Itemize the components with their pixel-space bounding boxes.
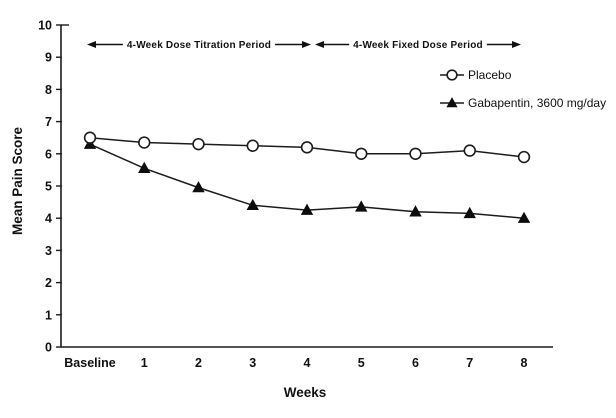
x-axis-labels: Baseline 1 2 3 4 5 6 7 8 (64, 356, 527, 370)
gabapentin-marker (300, 203, 314, 215)
placebo-marker (246, 139, 259, 152)
x-tick-label: 4 (304, 356, 311, 370)
x-tick-label: 3 (249, 356, 256, 370)
y-tick-label: 9 (45, 51, 52, 65)
y-tick-label: 0 (45, 341, 52, 355)
placebo-marker (138, 136, 151, 149)
placebo-marker (83, 131, 97, 144)
y-tick-label: 1 (45, 308, 52, 322)
x-tick-label: Baseline (64, 356, 115, 370)
x-tick-label: 2 (195, 356, 202, 370)
y-tick-label: 10 (38, 19, 52, 33)
y-tick-label: 4 (45, 212, 52, 226)
y-tick-label: 5 (45, 180, 52, 194)
y-axis-title: Mean Pain Score (10, 126, 25, 235)
x-tick-label: 8 (521, 356, 528, 370)
data-series (83, 131, 531, 223)
gabapentin-marker (192, 181, 205, 193)
period-annotation-label: 4-Week Dose Titration Period (127, 40, 271, 51)
gabapentin-marker (355, 200, 368, 212)
gabapentin-marker (463, 206, 476, 219)
placebo-marker (409, 147, 422, 161)
gabapentin-marker (409, 205, 422, 217)
legend-label: Placebo (468, 68, 512, 82)
right-arrowhead-icon (302, 41, 311, 48)
period-annotation-label: 4-Week Fixed Dose Period (353, 40, 483, 51)
left-arrowhead-icon (87, 41, 96, 48)
gabapentin-marker (517, 211, 531, 223)
x-tick-label: 6 (412, 356, 419, 370)
legend-marker (446, 69, 458, 81)
x-tick-label: 5 (358, 356, 365, 370)
placebo-marker (463, 144, 476, 157)
placebo-marker (355, 147, 368, 161)
y-axis-ticks: 0 1 2 3 4 5 6 7 8 9 10 (38, 19, 62, 355)
placebo-marker (300, 141, 314, 154)
legend: Placebo Gabapentin, 3600 mg/day (440, 68, 606, 110)
y-tick-label: 3 (45, 244, 52, 258)
legend-marker (446, 97, 458, 108)
y-tick-label: 6 (45, 147, 52, 161)
y-axis (60, 24, 69, 347)
left-arrowhead-icon (315, 41, 324, 48)
right-arrowhead-icon (512, 41, 521, 48)
period-annotations: 4-Week Dose Titration Period 4-Week Fixed… (87, 40, 521, 51)
y-tick-label: 8 (45, 83, 52, 97)
y-tick-label: 7 (45, 115, 52, 129)
x-axis-title: Weeks (284, 385, 327, 400)
gabapentin-marker (246, 198, 259, 211)
gabapentin-marker (138, 161, 151, 173)
x-tick-label: 1 (141, 356, 148, 370)
x-tick-label: 7 (466, 356, 473, 370)
legend-label: Gabapentin, 3600 mg/day (468, 96, 606, 110)
placebo-marker (517, 150, 531, 164)
placebo-marker (192, 137, 205, 151)
y-tick-label: 2 (45, 276, 52, 290)
